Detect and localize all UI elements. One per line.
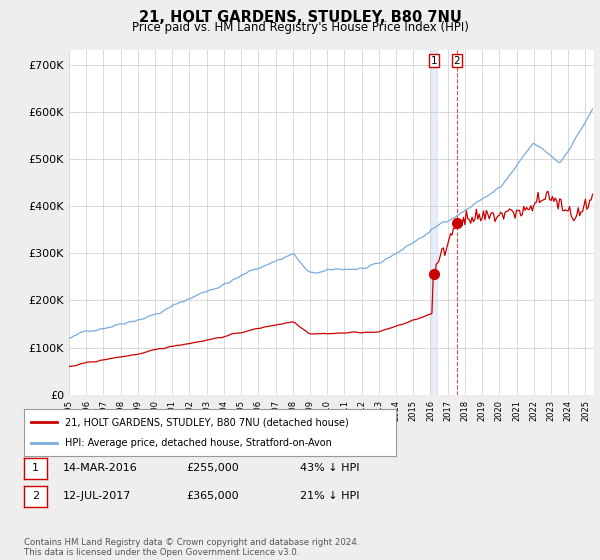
- Text: HPI: Average price, detached house, Stratford-on-Avon: HPI: Average price, detached house, Stra…: [65, 438, 332, 448]
- Text: 1: 1: [32, 463, 39, 473]
- Text: 2: 2: [32, 491, 39, 501]
- Text: 21% ↓ HPI: 21% ↓ HPI: [300, 491, 359, 501]
- Text: Contains HM Land Registry data © Crown copyright and database right 2024.
This d: Contains HM Land Registry data © Crown c…: [24, 538, 359, 557]
- Text: Price paid vs. HM Land Registry's House Price Index (HPI): Price paid vs. HM Land Registry's House …: [131, 21, 469, 34]
- Text: 21, HOLT GARDENS, STUDLEY, B80 7NU: 21, HOLT GARDENS, STUDLEY, B80 7NU: [139, 10, 461, 25]
- Text: 1: 1: [431, 55, 437, 66]
- Text: 21, HOLT GARDENS, STUDLEY, B80 7NU (detached house): 21, HOLT GARDENS, STUDLEY, B80 7NU (deta…: [65, 417, 349, 427]
- Text: £365,000: £365,000: [186, 491, 239, 501]
- Text: 14-MAR-2016: 14-MAR-2016: [63, 463, 138, 473]
- Bar: [431, 50, 437, 395]
- Text: £255,000: £255,000: [186, 463, 239, 473]
- Text: 2: 2: [454, 55, 460, 66]
- Text: 43% ↓ HPI: 43% ↓ HPI: [300, 463, 359, 473]
- Text: 12-JUL-2017: 12-JUL-2017: [63, 491, 131, 501]
